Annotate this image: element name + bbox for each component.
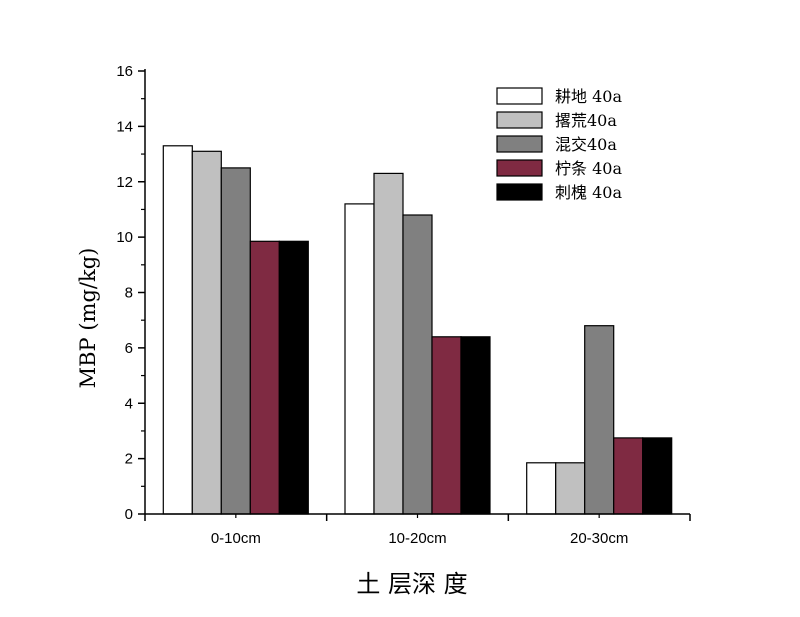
- bar-1-20-30cm: [526, 462, 557, 515]
- bar-4-0-10cm: [249, 240, 280, 515]
- legend-label-1: 耕地 40a: [555, 87, 622, 106]
- legend-label-3: 混交40a: [555, 135, 617, 154]
- bar-2-0-10cm: [191, 150, 222, 515]
- y-tick-label-14: 14: [116, 118, 133, 135]
- x-tick-label-10-20cm: 10-20cm: [388, 530, 446, 547]
- x-tick-label-20-30cm: 20-30cm: [570, 530, 628, 547]
- y-axis-title: MBP (mg/kg): [76, 248, 100, 389]
- bar-3-10-20cm: [402, 214, 433, 515]
- axes-group: 0 2 4 6 8 10 12 14 16 0-10cm 10-20cm 20-30cm: [116, 63, 691, 547]
- legend-swatch-1: [496, 87, 543, 105]
- legend-label-4: 柠条 40a: [555, 159, 622, 178]
- y-tick-label-2: 2: [125, 451, 133, 468]
- x-tick-label-0-10cm: 0-10cm: [211, 530, 261, 547]
- bar-4-20-30cm: [613, 437, 644, 515]
- y-tick-label-0: 0: [125, 506, 133, 523]
- legend-swatch-5: [496, 183, 543, 201]
- y-tick-label-12: 12: [116, 174, 133, 191]
- bar-3-20-30cm: [584, 325, 615, 515]
- bars-group: [162, 145, 673, 515]
- y-tick-label-6: 6: [125, 340, 133, 357]
- bar-1-0-10cm: [162, 145, 193, 515]
- legend: 耕地 40a 撂荒40a 混交40a 柠条 40a 刺槐 40a: [496, 87, 622, 202]
- bar-5-0-10cm: [278, 240, 309, 515]
- bar-5-20-30cm: [642, 437, 673, 515]
- y-tick-label-16: 16: [116, 63, 133, 80]
- bar-1-10-20cm: [344, 203, 375, 515]
- bar-2-20-30cm: [555, 462, 586, 515]
- bar-5-10-20cm: [460, 336, 491, 515]
- legend-label-5: 刺槐 40a: [555, 183, 622, 202]
- legend-swatch-3: [496, 135, 543, 153]
- y-tick-label-8: 8: [125, 285, 133, 302]
- legend-label-2: 撂荒40a: [555, 111, 617, 130]
- x-axis-title: 土 层深 度: [356, 570, 467, 598]
- legend-swatch-4: [496, 159, 543, 177]
- y-tick-label-10: 10: [116, 229, 133, 246]
- bar-2-10-20cm: [373, 172, 404, 515]
- bar-4-10-20cm: [431, 336, 462, 515]
- legend-swatch-2: [496, 111, 543, 129]
- y-tick-label-4: 4: [125, 395, 133, 412]
- bar-3-0-10cm: [220, 167, 251, 515]
